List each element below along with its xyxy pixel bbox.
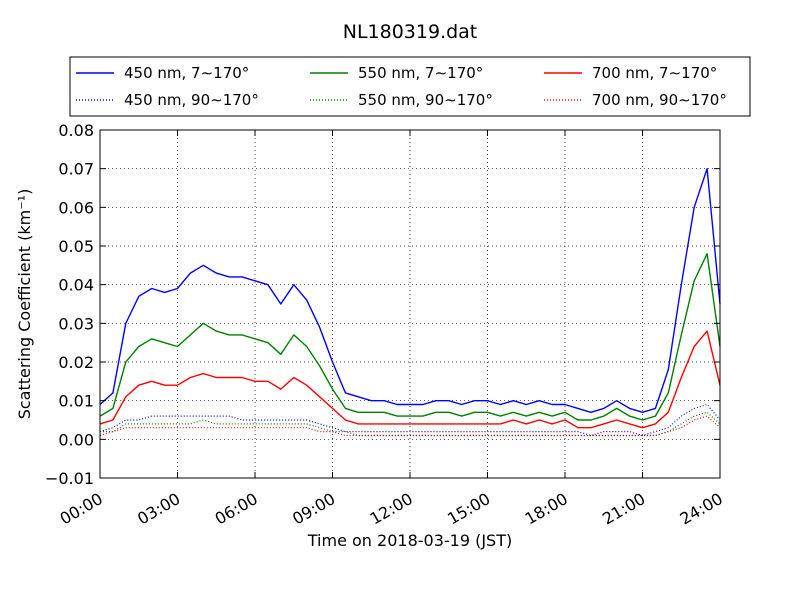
legend-label-5: 700 nm, 7∼170° [592, 64, 717, 82]
y-tick-label: 0.06 [58, 198, 94, 217]
legend: 450 nm, 7∼170° 450 nm, 90∼170° 550 nm, 7∼1… [69, 56, 751, 117]
x-tick-label: 18:00 [522, 489, 571, 529]
x-tick-label: 03:00 [134, 489, 183, 529]
y-tick-label: −0.01 [45, 469, 94, 488]
x-tick-label: 09:00 [289, 489, 338, 529]
y-tick-label: 0.04 [58, 276, 94, 295]
y-tick-label: 0.01 [58, 392, 94, 411]
series-line-5 [99, 330, 721, 429]
y-tick-label: 0.08 [58, 121, 94, 140]
grid [100, 130, 720, 478]
x-axis-label: Time on 2018-03-19 (JST) [307, 531, 512, 550]
x-tick-label: 12:00 [367, 489, 416, 529]
series-layer [99, 167, 721, 437]
x-tick-label: 24:00 [677, 489, 726, 529]
series-line-3 [99, 252, 721, 421]
x-tick-label: 15:00 [444, 489, 493, 529]
chart-title: NL180319.dat [343, 21, 478, 43]
y-tick-label: 0.02 [58, 353, 94, 372]
x-tick-label: 00:00 [57, 489, 106, 529]
series-line-1 [99, 167, 721, 413]
x-tick-label: 06:00 [212, 489, 261, 529]
y-tick-label: 0.03 [58, 314, 94, 333]
y-tick-label: 0.07 [58, 160, 94, 179]
y-tick-label: 0.00 [58, 430, 94, 449]
legend-label-2: 450 nm, 90∼170° [124, 91, 259, 109]
legend-label-3: 550 nm, 7∼170° [358, 64, 483, 82]
y-tick-label: 0.05 [58, 237, 94, 256]
x-tick-label: 21:00 [599, 489, 648, 529]
legend-label-1: 450 nm, 7∼170° [124, 64, 249, 82]
y-axis-label: Scattering Coefficient (km⁻¹) [15, 189, 34, 420]
legend-label-6: 700 nm, 90∼170° [592, 91, 727, 109]
axis-ticks: 00:00 03:00 06:00 09:00 12:00 15:00 18:00 21:00… [45, 121, 726, 529]
series-line-4 [100, 411, 721, 437]
series-line-2 [99, 403, 721, 437]
series-line-6 [99, 415, 721, 437]
legend-label-4: 550 nm, 90∼170° [358, 91, 493, 109]
legend-frame [69, 56, 751, 117]
